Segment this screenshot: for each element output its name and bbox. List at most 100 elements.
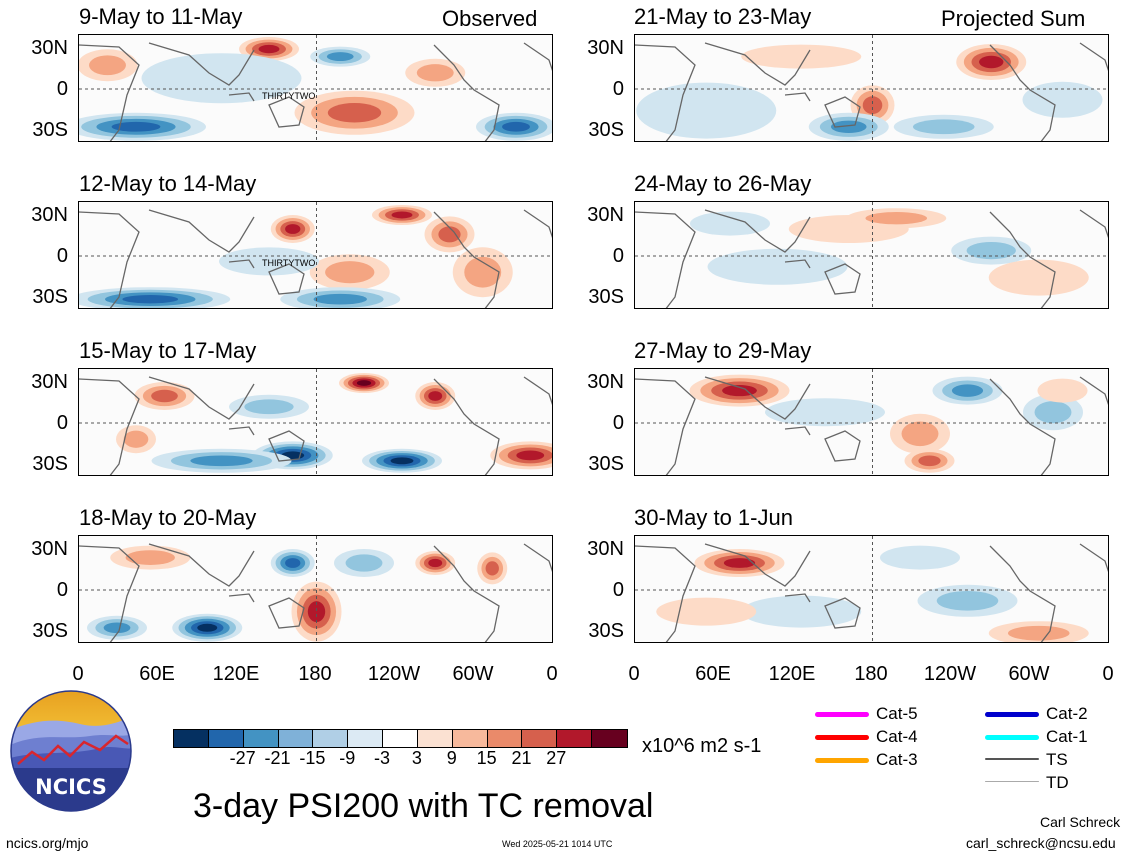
legend-swatch-td <box>985 781 1039 782</box>
panel-title-3: 15-May to 17-May <box>79 338 257 363</box>
footer-email[interactable]: carl_schreck@ncsu.edu <box>966 835 1116 851</box>
anomaly-contour <box>391 211 413 219</box>
anomaly-contour <box>516 450 545 461</box>
lat-label-30s: 30S <box>588 453 624 475</box>
anomaly-map <box>635 536 1108 642</box>
lon-label: 0 <box>546 663 558 685</box>
coastline <box>268 96 305 128</box>
logo-text: NCICS <box>35 775 107 799</box>
colorbar-label: 15 <box>476 748 497 768</box>
colorbar-box <box>208 730 244 747</box>
anomaly-contour <box>285 558 301 568</box>
coastline <box>228 426 255 436</box>
coastline <box>1079 209 1108 239</box>
coastline <box>635 44 696 141</box>
anomaly-contour <box>830 120 867 134</box>
anomaly-contour <box>862 96 883 115</box>
lon-label: 120W <box>367 663 421 685</box>
anomaly-contour <box>636 82 777 139</box>
coastline <box>148 376 255 420</box>
anomaly-map <box>79 536 552 642</box>
anomaly-map <box>79 202 552 308</box>
lon-label: 0 <box>72 663 84 685</box>
coastline <box>228 92 255 102</box>
map-panel-3 <box>78 368 553 476</box>
coastline <box>989 545 1056 642</box>
map-panel-7 <box>634 368 1109 476</box>
anomaly-contour <box>988 259 1089 296</box>
lat-label-30s: 30S <box>588 286 624 308</box>
anomaly-contour <box>723 558 756 568</box>
coastline <box>433 211 500 308</box>
map-panel-8 <box>634 535 1109 643</box>
anomaly-contour <box>327 102 382 123</box>
legend-swatch-cat2 <box>985 712 1039 717</box>
panel-title-1: 9-May to 11-May <box>79 4 243 29</box>
coastline <box>635 211 696 308</box>
anomaly-contour <box>979 55 1004 69</box>
legend-label-cat5: Cat-5 <box>876 704 918 723</box>
anomaly-contour <box>1034 401 1072 424</box>
coastline <box>79 211 140 308</box>
legend-swatch-cat4 <box>815 735 869 740</box>
coastline <box>704 376 811 420</box>
lat-label-30s: 30S <box>588 620 624 642</box>
legend-swatch-cat5 <box>815 712 869 717</box>
anomaly-contour <box>416 64 454 82</box>
map-panel-1 <box>78 34 553 142</box>
colorbar-box <box>417 730 453 747</box>
coastline <box>824 96 861 128</box>
lon-label: 60W <box>452 663 494 685</box>
colorbar-box <box>557 730 593 747</box>
coastline <box>989 211 1056 308</box>
legend-swatch-cat1 <box>985 735 1039 740</box>
ncics-logo: NCICS <box>10 690 132 812</box>
coastline <box>704 42 811 86</box>
anomaly-map <box>635 35 1108 141</box>
anomaly-contour <box>307 601 326 623</box>
anomaly-contour <box>707 248 848 285</box>
lat-label-30n: 30N <box>587 204 624 226</box>
lat-label-30s: 30S <box>32 119 68 141</box>
coastline <box>523 543 552 573</box>
footer-url[interactable]: ncics.org/mjo <box>6 835 89 851</box>
coastline <box>1079 42 1108 72</box>
colorbar-label: -27 <box>229 748 256 768</box>
lat-label-30n: 30N <box>31 538 68 560</box>
anomaly-contour <box>901 421 939 447</box>
lat-label-30n: 30N <box>31 204 68 226</box>
anomaly-contour <box>89 55 126 76</box>
anomaly-contour <box>141 53 302 104</box>
anomaly-map <box>79 369 552 475</box>
map-panel-2 <box>78 201 553 309</box>
coastline <box>824 430 861 462</box>
coastline <box>784 259 811 269</box>
anomaly-contour <box>918 455 941 467</box>
panel-corner-observed: Observed <box>442 6 538 31</box>
legend-label-ts: TS <box>1046 750 1068 769</box>
main-title: 3-day PSI200 with TC removal <box>193 787 654 825</box>
coastline <box>989 44 1056 141</box>
lat-label-eq: 0 <box>56 579 68 601</box>
coastline <box>268 263 305 295</box>
colorbar-labels: -27 -21 -15 -9 -3 3 9 15 21 27 <box>0 749 640 771</box>
lon-label: 60E <box>695 663 731 685</box>
colorbar-units: x10^6 m2 s-1 <box>642 735 762 757</box>
colorbar-box <box>452 730 488 747</box>
lat-label-30s: 30S <box>32 620 68 642</box>
coastline <box>1079 543 1108 573</box>
coastline <box>79 44 140 141</box>
anomaly-contour <box>741 44 862 69</box>
anomaly-contour <box>865 212 928 225</box>
map-panel-6 <box>634 201 1109 309</box>
lat-label-eq: 0 <box>56 245 68 267</box>
anomaly-contour <box>428 391 443 401</box>
anomaly-contour <box>122 295 179 304</box>
colorbar <box>173 729 628 748</box>
colorbar-box <box>383 730 418 747</box>
anomaly-contour <box>313 293 367 305</box>
coastline <box>635 378 696 475</box>
anomaly-contour <box>219 247 319 276</box>
anomaly-contour <box>125 550 175 565</box>
coastline <box>148 209 255 253</box>
